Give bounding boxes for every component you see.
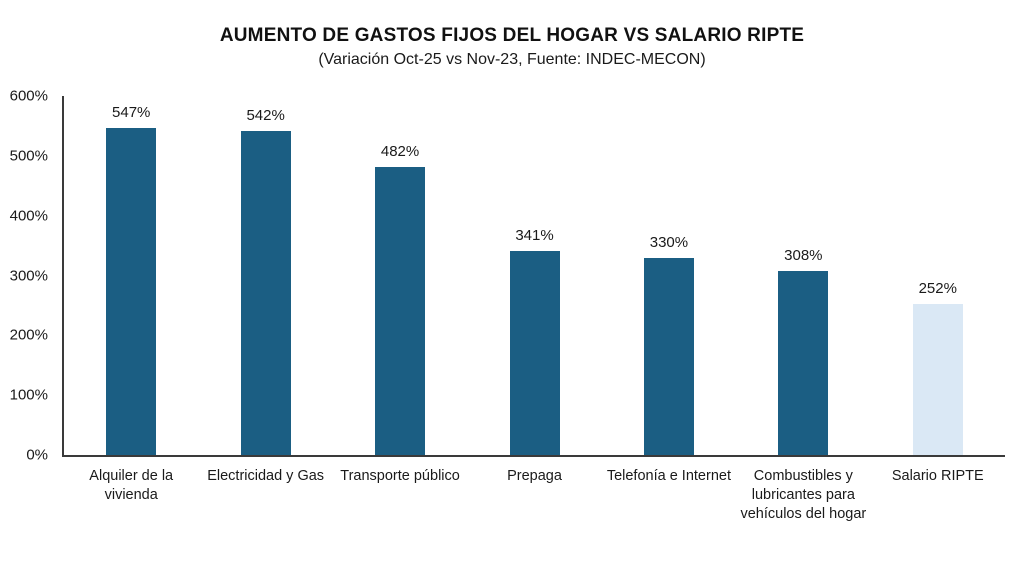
x-axis-category-label: Transporte público: [340, 468, 460, 484]
bar-value-label: 330%: [649, 233, 689, 251]
bar-6: [912, 304, 963, 455]
x-axis-category-label: Salario RIPTE: [891, 468, 984, 484]
y-axis-tick-label: 100%: [9, 386, 48, 404]
bar-chart-plot-area: 0% 100% 200% 300% 400% 500% 600% 547% Alquiler d…: [10, 88, 1005, 522]
y-axis-tick-label: 500%: [9, 147, 48, 165]
x-axis-category-label: Telefonía e Internet: [606, 468, 731, 484]
bar-value-label: 547%: [112, 103, 151, 121]
x-axis-category-label: Alquiler de la vivienda: [89, 468, 174, 503]
bar-3: [509, 250, 560, 455]
bar-5: [778, 270, 829, 455]
y-axis-tick-label: 0%: [26, 446, 48, 464]
x-axis-category-label: Combustibles y lubricantes para vehículo…: [740, 468, 867, 522]
x-axis-category-label: Electricidad y Gas: [207, 468, 325, 484]
y-axis-tick-label: 300%: [9, 267, 48, 284]
bar-2: [375, 166, 426, 455]
chart-subtitle: (Variación Oct-25 vs Nov-23, Fuente: IND…: [318, 51, 706, 68]
bar-value-label: 252%: [918, 280, 957, 298]
y-axis-tick-label: 400%: [9, 207, 48, 225]
y-axis-tick-label: 200%: [9, 326, 48, 344]
bar-value-label: 542%: [246, 106, 285, 124]
bar-0: [106, 127, 157, 455]
bar-value-label: 341%: [515, 226, 554, 244]
bar-1: [240, 130, 291, 455]
y-axis-tick-label: 600%: [9, 87, 48, 105]
bar-value-label: 308%: [784, 246, 823, 264]
bar-4: [643, 257, 694, 455]
x-axis-category-label: Prepaga: [507, 468, 562, 484]
chart-title: AUMENTO DE GASTOS FIJOS DEL HOGAR VS SAL…: [219, 25, 805, 46]
bar-value-label: 482%: [380, 142, 420, 160]
